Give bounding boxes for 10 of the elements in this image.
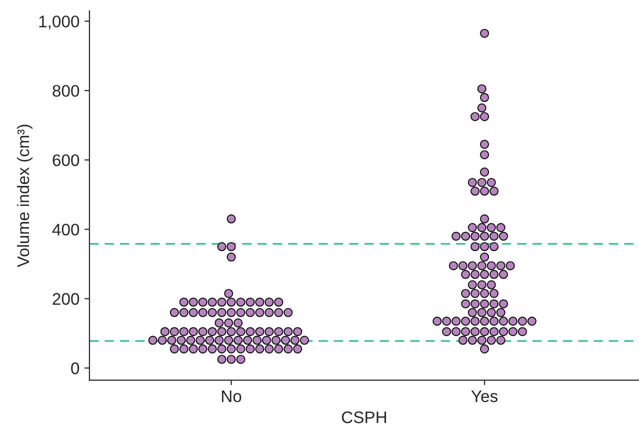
x-tick-label: No [222, 390, 242, 402]
y-tick-label: 800 [52, 84, 80, 97]
y-tick-label: 1,000 [39, 16, 80, 30]
x-tick-label: Yes [471, 390, 498, 402]
x-axis-title: CSPH [342, 411, 386, 424]
y-tick-label: 0 [71, 362, 80, 374]
y-axis-title: Volume index (cm³) [16, 124, 32, 268]
y-tick-label: 200 [52, 293, 80, 305]
y-tick-label: 400 [52, 224, 80, 236]
y-tick-label: 600 [52, 154, 80, 166]
